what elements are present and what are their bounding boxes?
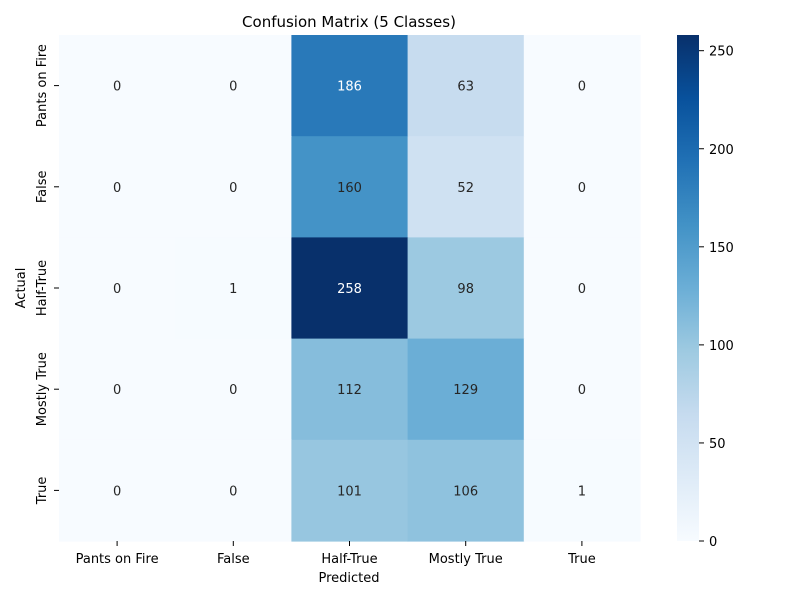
heatmap-cell-value: 258	[337, 282, 362, 297]
heatmap-cells	[59, 35, 641, 542]
heatmap-cell-value: 106	[453, 484, 478, 499]
heatmap-cell-value: 98	[457, 282, 474, 297]
y-tick-label: False	[35, 170, 50, 203]
heatmap-cell	[523, 338, 641, 441]
heatmap-cell	[407, 237, 525, 340]
x-tick-label: Pants on Fire	[76, 552, 159, 567]
colorbar-tick-label: 250	[709, 45, 734, 60]
y-tick-label: True	[35, 477, 50, 506]
x-axis-ticks: Pants on Fire False Half-True Mostly True Tr…	[76, 541, 596, 567]
heatmap-cell	[175, 237, 292, 340]
y-axis-label: Actual	[14, 268, 29, 309]
heatmap-cell	[523, 136, 641, 238]
heatmap-cell	[59, 136, 176, 238]
heatmap-cell	[175, 338, 292, 441]
heatmap-cell	[523, 439, 641, 542]
heatmap-cell	[291, 439, 409, 542]
heatmap-cell	[291, 237, 409, 340]
heatmap-cell-value: 112	[337, 383, 362, 398]
x-tick-label: Mostly True	[429, 552, 503, 567]
heatmap-cell-values: 0 0 186 63 0 0 0 160 52 0 0 1 258 98 0 0 0 112 129 0 0 0 101 10…	[113, 80, 586, 500]
heatmap-cell-value: 0	[578, 181, 586, 196]
x-tick-label: True	[567, 552, 596, 567]
colorbar-tick-label: 150	[709, 241, 734, 256]
y-tick-label: Mostly True	[35, 352, 50, 426]
colorbar-tick-label: 50	[709, 437, 726, 452]
heatmap-cell-value: 0	[229, 383, 237, 398]
heatmap-cell	[175, 439, 292, 542]
heatmap-cell	[523, 35, 641, 137]
heatmap-cell-value: 0	[578, 383, 586, 398]
heatmap-cell	[523, 237, 641, 340]
heatmap-cell	[407, 136, 525, 238]
chart-title: Confusion Matrix (5 Classes)	[242, 13, 456, 31]
heatmap-cell	[175, 35, 292, 137]
heatmap-cell-value: 63	[457, 80, 474, 95]
heatmap-cell-value: 0	[578, 80, 586, 95]
heatmap-cell-value: 0	[113, 282, 121, 297]
heatmap-cell-value: 0	[578, 282, 586, 297]
heatmap-cell	[175, 136, 292, 238]
heatmap-cell-value: 160	[337, 181, 362, 196]
colorbar	[677, 35, 699, 541]
heatmap-cell	[407, 35, 525, 137]
heatmap-cell-value: 0	[113, 383, 121, 398]
heatmap-cell-value: 101	[337, 484, 362, 499]
heatmap-cell	[59, 237, 176, 340]
heatmap-cell-value: 52	[457, 181, 474, 196]
y-axis-ticks: Pants on Fire False Half-True Mostly True Tr…	[35, 44, 59, 505]
x-axis-label: Predicted	[318, 571, 379, 586]
y-tick-label: Pants on Fire	[35, 44, 50, 127]
colorbar-tick-label: 100	[709, 339, 734, 354]
heatmap-cell-value: 0	[229, 80, 237, 95]
heatmap-cell	[407, 439, 525, 542]
heatmap-cell	[291, 338, 409, 441]
heatmap-cell-value: 1	[229, 282, 237, 297]
heatmap-cell-value: 129	[453, 383, 478, 398]
heatmap-cell-value: 0	[113, 484, 121, 499]
x-tick-label: False	[217, 552, 250, 567]
heatmap-cell	[407, 338, 525, 441]
heatmap-cell	[291, 35, 409, 137]
heatmap-cell-value: 0	[113, 80, 121, 95]
colorbar-tick-label: 0	[709, 535, 717, 550]
y-tick-label: Half-True	[35, 260, 50, 316]
heatmap-cell-value: 0	[229, 181, 237, 196]
heatmap-cell-value: 1	[578, 484, 586, 499]
heatmap-cell-value: 186	[337, 80, 362, 95]
colorbar-tick-label: 200	[709, 143, 734, 158]
heatmap-cell-value: 0	[229, 484, 237, 499]
heatmap-cell-value: 0	[113, 181, 121, 196]
heatmap-cell	[59, 338, 176, 441]
heatmap-cell	[291, 136, 409, 238]
colorbar-ticks: 0 50 100 150 200 250	[699, 45, 734, 550]
heatmap-cell	[59, 35, 176, 137]
heatmap-cell	[59, 439, 176, 542]
x-tick-label: Half-True	[321, 552, 377, 567]
